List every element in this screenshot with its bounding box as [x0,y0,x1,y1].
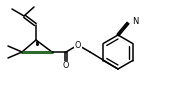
Text: N: N [132,17,138,25]
Text: O: O [63,61,69,71]
Text: O: O [75,40,81,50]
